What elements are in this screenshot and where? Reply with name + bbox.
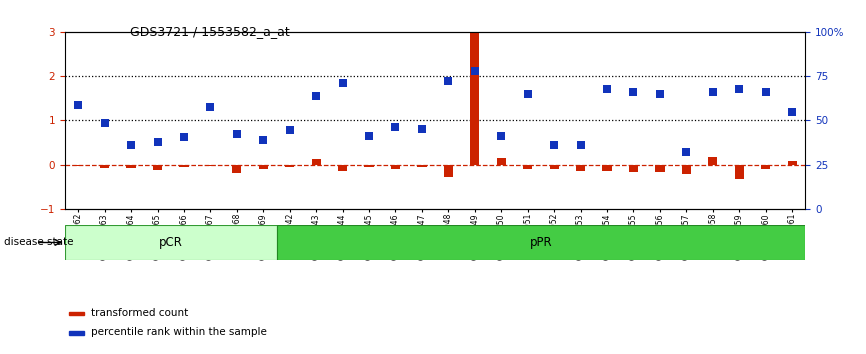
Bar [69,331,85,335]
Text: percentile rank within the sample: percentile rank within the sample [91,327,267,337]
Point [256,137,270,143]
Point [71,102,85,108]
Point [98,121,112,126]
Bar [470,32,480,165]
Point [733,86,746,92]
Bar [232,165,242,173]
Point [627,89,641,95]
Bar [576,165,585,171]
Point [283,127,297,133]
Bar [523,165,533,169]
Bar [153,165,162,170]
Point [415,126,429,132]
Bar [74,165,83,166]
Bar [682,165,691,175]
Point [151,139,165,144]
Bar [550,165,559,169]
Bar [276,225,805,260]
Text: pCR: pCR [158,236,183,249]
Bar [603,165,611,171]
Text: disease state: disease state [4,238,74,247]
Bar [206,165,215,166]
Bar [629,165,638,172]
Bar [443,165,453,177]
Bar [734,165,744,179]
Bar [391,165,400,169]
Bar [761,165,771,169]
Point [547,142,561,148]
Bar [126,165,136,168]
Point [442,78,456,84]
Point [520,91,534,97]
Bar [312,159,320,165]
Point [204,104,217,110]
Point [177,135,191,140]
Point [785,109,799,114]
Bar [496,159,506,165]
Point [706,89,720,95]
Point [362,133,376,139]
Bar [656,165,664,172]
Bar [100,165,109,168]
Bar [365,165,374,167]
Point [573,142,587,148]
Text: transformed count: transformed count [91,308,188,318]
Text: pPR: pPR [530,236,553,249]
Bar [69,312,85,315]
Bar [285,165,294,167]
Point [309,93,323,99]
Bar [708,157,717,165]
Point [680,149,694,155]
Point [124,142,138,148]
Point [468,68,481,74]
Point [653,91,667,97]
Bar [338,165,347,171]
Bar [65,225,276,260]
Point [600,86,614,92]
Point [494,133,508,139]
Point [336,80,350,86]
Point [759,89,772,95]
Point [229,131,243,137]
Bar [179,165,189,167]
Bar [417,165,427,167]
Bar [787,161,797,165]
Text: GDS3721 / 1553582_a_at: GDS3721 / 1553582_a_at [130,25,289,38]
Bar [259,165,268,169]
Point [389,124,403,130]
